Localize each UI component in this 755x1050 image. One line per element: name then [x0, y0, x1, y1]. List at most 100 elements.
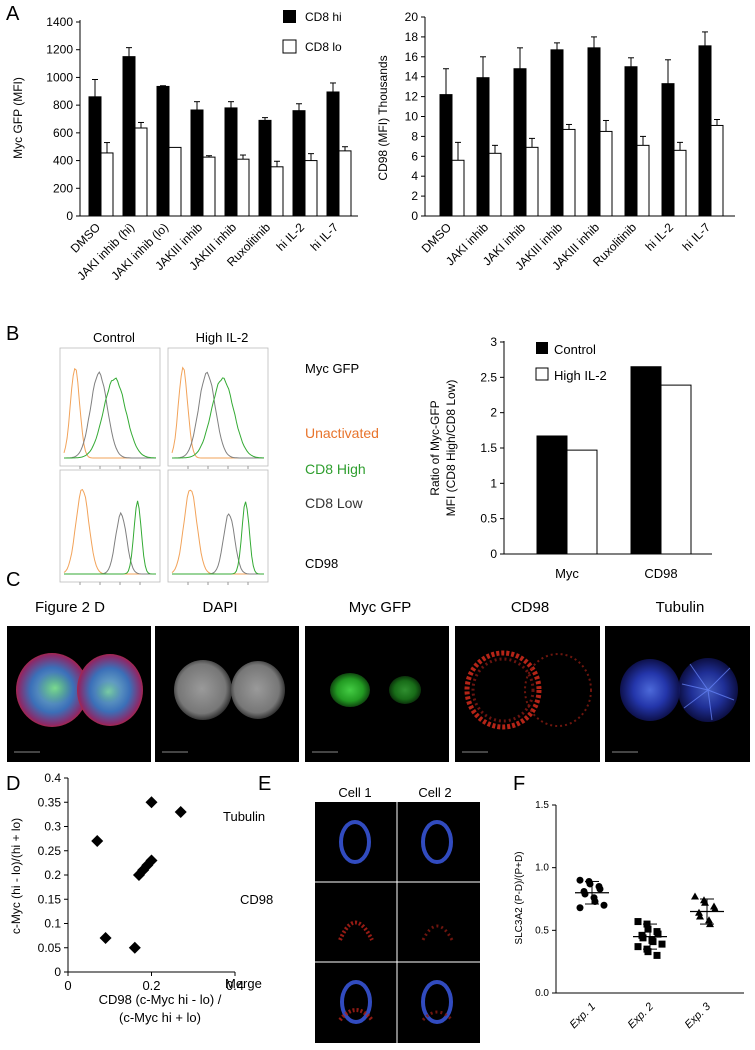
a-right-bar: [439, 94, 453, 217]
d-ytick-label: 0.15: [38, 892, 62, 906]
f-point: [695, 908, 703, 916]
c-title-myc-gfp: Myc GFP: [349, 599, 412, 616]
f-point: [591, 898, 599, 906]
a-right-bar: [562, 128, 576, 217]
d-ytick-label: 0.3: [44, 820, 61, 834]
e-col-title-cell2: Cell 2: [418, 785, 451, 800]
f-ytick-label: 0.5: [535, 925, 549, 936]
a-right-ytick-label: 4: [411, 169, 418, 183]
a-right-bar: [525, 146, 539, 217]
a-right-xtick-label: DMSO: [419, 220, 454, 255]
a-right-bar: [451, 159, 465, 217]
a-left-ytick-label: 1200: [46, 43, 73, 57]
f-point: [596, 885, 604, 893]
a-left-bar: [326, 91, 340, 217]
a-left-bar: [190, 109, 204, 217]
a-right-y-ticks: 0 2 4 6 8 10 12 14 16 18 20: [405, 10, 425, 223]
b-bar-y-label-1: Ratio of Myc-GFP: [428, 400, 442, 495]
b-legend-swatch-high-il2: [535, 367, 549, 381]
b-bar-y-label-2: MFI (CD8 High/CD8 Low): [444, 380, 458, 517]
f-point: [634, 918, 642, 926]
legend-label-cd8hi: CD8 hi: [305, 10, 342, 24]
a-right-bar: [673, 149, 687, 217]
c-title-merge: Figure 2 D: [35, 599, 105, 616]
a-left-bar: [100, 152, 114, 217]
panel-e-images: [315, 802, 480, 1043]
f-point: [711, 905, 719, 913]
f-xtick-label: Exp. 3: [683, 1000, 714, 1031]
f-point: [576, 876, 584, 884]
f-point: [696, 912, 704, 920]
e-col-title-cell1: Cell 1: [338, 785, 371, 800]
b-bar-ytick-label: 3: [490, 335, 497, 349]
d-y-ticks: 0 0.05 0.1 0.15 0.2 0.25 0.3 0.35 0.4: [38, 771, 68, 979]
b-label-cd98: CD98: [305, 556, 338, 571]
a-right-bar: [710, 124, 724, 217]
b-legend-cd8-low: CD8 Low: [305, 495, 363, 511]
c-image-merge: [7, 626, 151, 762]
d-x-label-2: (c-Myc hi + lo): [119, 1010, 201, 1025]
f-point: [576, 904, 584, 912]
b-bar: [566, 449, 598, 555]
b-bar-ytick-label: 1.5: [480, 441, 497, 455]
a-left-bars: [88, 47, 352, 217]
d-ytick-label: 0.4: [44, 771, 61, 785]
a-right-ytick-label: 14: [405, 70, 419, 84]
a-right-bar: [550, 49, 564, 217]
b-col-title-high-il2: High IL-2: [196, 330, 249, 345]
a-left-ytick-label: 0: [66, 209, 73, 223]
d-point: [128, 941, 141, 954]
f-point: [634, 943, 642, 951]
b-col-title-control: Control: [93, 330, 135, 345]
a-left-ytick-label: 1000: [46, 70, 73, 84]
a-left-bar: [236, 158, 250, 217]
c-title-cd98: CD98: [511, 599, 549, 616]
a-left-bar: [258, 119, 272, 217]
b-bar-x-tick-labels: Myc CD98: [555, 566, 678, 581]
f-point: [691, 892, 699, 900]
c-image-cd98: [455, 626, 600, 762]
f-point: [639, 934, 647, 942]
a-left-ytick-label: 200: [53, 181, 73, 195]
f-y-ticks: 0.0 0.5 1.0 1.5: [535, 800, 556, 999]
b-bar-xtick-label: Myc: [555, 566, 579, 581]
f-point: [644, 925, 652, 933]
a-right-ytick-label: 6: [411, 149, 418, 163]
b-bar-ytick-label: 2: [490, 406, 497, 420]
a-right-bars: [439, 31, 724, 217]
a-left-xtick-label: hi IL-7: [308, 220, 342, 254]
a-left-bar: [304, 160, 318, 217]
d-ytick-label: 0: [54, 965, 61, 979]
legend-label-cd8lo: CD8 lo: [305, 40, 342, 54]
b-legend-label-high-il2: High IL-2: [554, 368, 607, 383]
b-histogram-box: [59, 469, 161, 583]
b-legend-unactivated: Unactivated: [305, 425, 379, 441]
chart-f: 0.0 0.5 1.0 1.5 Exp. 1 Exp. 2 Exp. 3 SLC3A2 (…: [514, 800, 744, 1031]
c-image-myc-gfp: [305, 626, 449, 762]
e-row-label-cd98: CD98: [240, 892, 273, 907]
c-image-tubulin: [605, 626, 750, 762]
b-histogram-curve: [172, 371, 264, 459]
b-histogram-curve: [64, 371, 156, 459]
a-left-bar: [292, 110, 306, 217]
f-x-ticks: Exp. 1 Exp. 2 Exp. 3: [568, 1000, 714, 1031]
a-right-ytick-label: 12: [405, 90, 419, 104]
f-ytick-label: 1.0: [535, 863, 549, 874]
b-bar-ytick-label: 1: [490, 476, 497, 490]
b-histogram-curve: [172, 501, 264, 575]
a-right-bar: [661, 83, 675, 217]
a-left-y-ticks: 0 200 400 600 800 1000 1200 1400: [46, 15, 80, 223]
a-right-bar: [513, 68, 527, 217]
a-left-ytick-label: 600: [53, 126, 73, 140]
a-left-bar: [134, 127, 148, 217]
a-right-bar: [624, 66, 638, 217]
d-y-label: c-Myc (hi - lo)/(hi + lo): [9, 818, 23, 934]
a-left-bar: [202, 156, 216, 217]
b-histogram-curve: [64, 500, 156, 575]
d-points: [91, 796, 187, 954]
a-left-ytick-label: 400: [53, 154, 73, 168]
a-left-bar: [338, 150, 352, 217]
a-left-bar: [88, 96, 102, 217]
